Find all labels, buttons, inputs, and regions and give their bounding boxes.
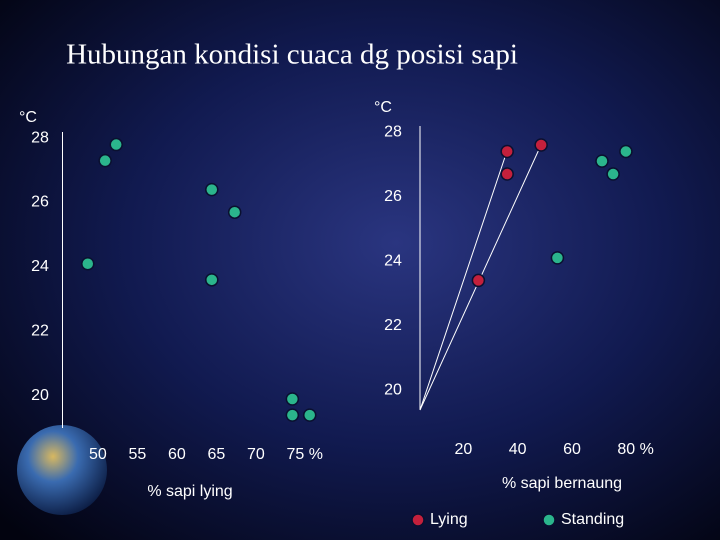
- data-point: [534, 138, 548, 152]
- x-tick-label: 80 %: [617, 441, 653, 458]
- x-tick-label: 55: [129, 446, 147, 463]
- x-axis-label: % sapi lying: [147, 483, 232, 500]
- legend-marker: [411, 513, 425, 527]
- y-tick-label: 20: [31, 387, 49, 404]
- legend-marker: [542, 513, 556, 527]
- y-tick-label: 28: [31, 129, 49, 146]
- data-point: [285, 392, 300, 406]
- y-tick-label: 24: [384, 252, 402, 269]
- x-tick-label: 70: [247, 446, 265, 463]
- y-tick-label: 20: [384, 381, 402, 398]
- legend: Lying Standing: [411, 511, 624, 528]
- y-axis-label: °C: [19, 109, 37, 126]
- x-tick-label: 40: [509, 441, 527, 458]
- data-point: [81, 256, 95, 271]
- x-tick-label: 50: [89, 446, 107, 463]
- data-point: [500, 167, 514, 181]
- data-point: [471, 273, 486, 288]
- globe-decoration: [17, 425, 107, 515]
- data-point: [98, 153, 112, 168]
- x-axis-label: % sapi bernaung: [502, 475, 622, 492]
- y-tick-label: 24: [31, 258, 49, 275]
- y-tick-label: 26: [384, 188, 402, 205]
- data-point: [550, 251, 565, 265]
- data-point: [285, 408, 300, 422]
- y-tick-label: 22: [384, 317, 402, 334]
- data-point: [109, 137, 123, 152]
- y-tick-label: 26: [31, 194, 49, 211]
- x-tick-label: 75 %: [287, 446, 323, 463]
- x-tick-label: 60: [168, 446, 186, 463]
- data-point: [205, 182, 219, 197]
- data-point: [227, 205, 242, 219]
- data-point: [205, 273, 219, 287]
- data-point: [619, 144, 633, 159]
- slide-title: Hubungan kondisi cuaca dg posisi sapi: [66, 39, 518, 71]
- y-tick-label: 28: [384, 123, 402, 140]
- y-axis-label: °C: [374, 99, 392, 116]
- data-point: [500, 144, 514, 159]
- legend-label: Standing: [561, 511, 624, 528]
- x-tick-label: 20: [454, 441, 472, 458]
- legend-label: Lying: [430, 511, 468, 528]
- x-tick-label: 65: [208, 446, 226, 463]
- trend-line: [419, 150, 508, 411]
- data-point: [595, 154, 609, 168]
- data-point: [606, 167, 620, 181]
- x-tick-label: 60: [563, 441, 581, 458]
- data-point: [302, 408, 317, 422]
- y-tick-label: 22: [31, 323, 49, 340]
